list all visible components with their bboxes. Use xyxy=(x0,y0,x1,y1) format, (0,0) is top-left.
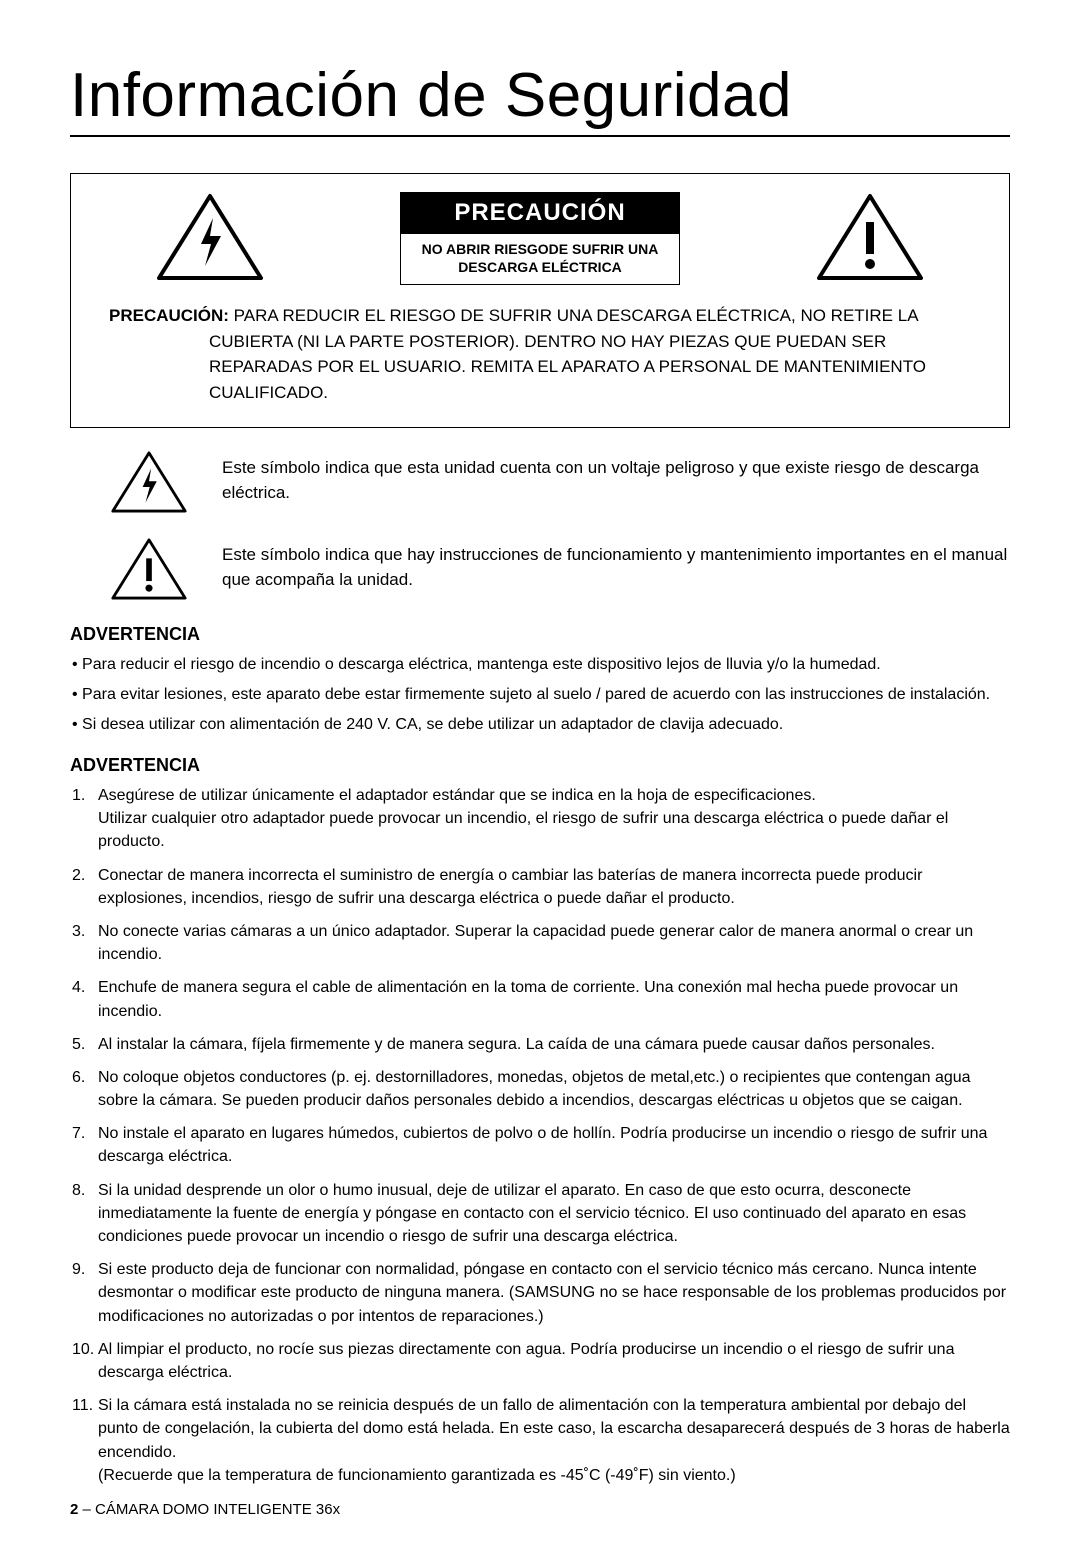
list-item: 8. Si la unidad desprende un olor o humo … xyxy=(72,1179,1010,1249)
list-item: 2. Conectar de manera incorrecta el sumin… xyxy=(72,864,1010,910)
page-footer: 2 – CÁMARA DOMO INTELIGENTE 36x xyxy=(70,1501,1010,1518)
item-text: No conecte varias cámaras a un único ada… xyxy=(98,923,973,963)
footer-text: – CÁMARA DOMO INTELIGENTE 36x xyxy=(78,1501,340,1518)
list-item: 9. Si este producto deja de funcionar con… xyxy=(72,1258,1010,1328)
caution-sub-header: NO ABRIR RIESGODE SUFRIR UNA DESCARGA EL… xyxy=(400,234,680,285)
item-text: No coloque objetos conductores (p. ej. d… xyxy=(98,1069,971,1109)
item-text: Asegúrese de utilizar únicamente el adap… xyxy=(98,787,948,850)
item-number: 4. xyxy=(72,976,85,999)
list-item: 4. Enchufe de manera segura el cable de a… xyxy=(72,976,1010,1022)
list-item: 7. No instale el aparato en lugares húmed… xyxy=(72,1122,1010,1168)
item-number: 8. xyxy=(72,1179,85,1202)
item-text: No instale el aparato en lugares húmedos… xyxy=(98,1125,987,1165)
list-item: 10.Al limpiar el producto, no rocíe sus … xyxy=(72,1338,1010,1384)
advertencia-bullets: Para reducir el riesgo de incendio o des… xyxy=(70,653,1010,737)
list-item: Si desea utilizar con alimentación de 24… xyxy=(72,713,1010,737)
advertencia-numbered: 1. Asegúrese de utilizar únicamente el ad… xyxy=(70,784,1010,1487)
warning-exclamation-icon xyxy=(815,192,925,287)
symbol-warn-desc: Este símbolo indica que hay instruccione… xyxy=(222,537,1010,592)
item-text: Conectar de manera incorrecta el suminis… xyxy=(98,867,922,907)
caution-center-label: PRECAUCIÓN NO ABRIR RIESGODE SUFRIR UNA … xyxy=(400,192,680,285)
symbol-shock-desc: Este símbolo indica que esta unidad cuen… xyxy=(222,450,1010,505)
item-text: Si la cámara está instalada no se reinic… xyxy=(98,1397,1010,1484)
symbol-warn-row: Este símbolo indica que hay instruccione… xyxy=(70,537,1010,606)
caution-box-header-row: PRECAUCIÓN NO ABRIR RIESGODE SUFRIR UNA … xyxy=(95,192,985,303)
item-number: 7. xyxy=(72,1122,85,1145)
list-item: Para reducir el riesgo de incendio o des… xyxy=(72,653,1010,677)
list-item: 3. No conecte varias cámaras a un único a… xyxy=(72,920,1010,966)
item-number: 1. xyxy=(72,784,85,807)
item-number: 5. xyxy=(72,1033,85,1056)
list-item: 6. No coloque objetos conductores (p. ej.… xyxy=(72,1066,1010,1112)
shock-hazard-icon xyxy=(155,192,265,287)
caution-box: PRECAUCIÓN NO ABRIR RIESGODE SUFRIR UNA … xyxy=(70,173,1010,428)
caution-body-text: PRECAUCIÓN: PARA REDUCIR EL RIESGO DE SU… xyxy=(195,303,985,405)
item-text: Al instalar la cámara, fíjela firmemente… xyxy=(98,1036,935,1053)
caution-black-header: PRECAUCIÓN xyxy=(400,192,680,234)
list-item: Para evitar lesiones, este aparato debe … xyxy=(72,683,1010,707)
item-number: 3. xyxy=(72,920,85,943)
list-item: 1. Asegúrese de utilizar únicamente el ad… xyxy=(72,784,1010,854)
caution-body-content: PARA REDUCIR EL RIESGO DE SUFRIR UNA DES… xyxy=(209,306,926,402)
item-number: 10. xyxy=(72,1338,94,1361)
item-text: Enchufe de manera segura el cable de ali… xyxy=(98,979,958,1019)
advertencia-heading-2: ADVERTENCIA xyxy=(70,755,1010,776)
shock-hazard-icon xyxy=(110,450,188,519)
advertencia-heading-1: ADVERTENCIA xyxy=(70,624,1010,645)
item-number: 11. xyxy=(72,1394,93,1417)
list-item: 5. Al instalar la cámara, fíjela firmemen… xyxy=(72,1033,1010,1056)
item-text: Si este producto deja de funcionar con n… xyxy=(98,1261,1006,1324)
item-number: 6. xyxy=(72,1066,85,1089)
item-number: 2. xyxy=(72,864,85,887)
warning-exclamation-icon xyxy=(110,537,188,606)
item-text: Si la unidad desprende un olor o humo in… xyxy=(98,1182,966,1245)
list-item: 11.Si la cámara está instalada no se rei… xyxy=(72,1394,1010,1487)
item-text: Al limpiar el producto, no rocíe sus pie… xyxy=(98,1341,954,1381)
caution-body-label: PRECAUCIÓN: xyxy=(109,306,229,325)
symbol-shock-row: Este símbolo indica que esta unidad cuen… xyxy=(70,450,1010,519)
item-number: 9. xyxy=(72,1258,85,1281)
page-title: Información de Seguridad xyxy=(70,60,1010,137)
